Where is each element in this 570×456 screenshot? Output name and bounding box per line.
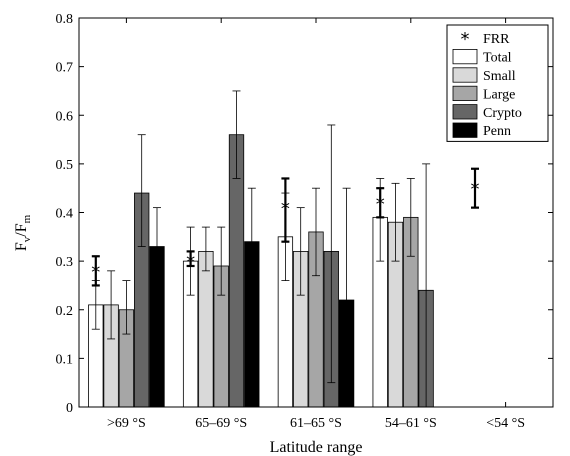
frr-marker: * xyxy=(471,179,480,200)
legend-swatch xyxy=(452,104,478,120)
x-tick-label: <54 °S xyxy=(486,416,525,431)
svg-text:Fv/Fm: Fv/Fm xyxy=(13,214,33,251)
bar xyxy=(198,250,214,408)
y-label-slash: /F xyxy=(13,223,30,236)
y-tick-label: 0 xyxy=(66,401,73,416)
x-tick-label: 65–69 °S xyxy=(195,416,247,431)
x-axis-ticks: >69 °S 65–69 °S 61–65 °S 54–61 °S <54 °S xyxy=(107,18,525,431)
legend-box xyxy=(446,24,549,142)
frr-marker: * xyxy=(91,262,100,283)
y-tick-label: 0.5 xyxy=(56,158,74,173)
y-label-sub-m: m xyxy=(21,214,33,223)
legend-swatch xyxy=(452,122,478,138)
x-tick-label: 54–61 °S xyxy=(385,416,437,431)
x-axis-label: Latitude range xyxy=(270,439,363,456)
y-tick-label: 0.4 xyxy=(56,207,74,222)
y-label-sub-v: v xyxy=(21,236,33,242)
legend-frr-marker: * xyxy=(461,29,470,50)
x-tick-label: 61–65 °S xyxy=(290,416,342,431)
plot-frame xyxy=(78,17,554,408)
y-tick-label: 0.6 xyxy=(56,109,74,124)
legend-frr-label: FRR xyxy=(483,32,510,47)
y-label-f: F xyxy=(13,242,30,251)
frr-marker: * xyxy=(376,194,385,215)
legend-swatch xyxy=(452,67,478,83)
y-tick-label: 0.7 xyxy=(56,61,74,76)
frr-marker: * xyxy=(186,252,195,273)
y-axis-ticks: 0 0.1 0.2 0.3 0.4 0.5 0.6 0.7 0.8 xyxy=(56,12,553,416)
legend-swatch xyxy=(452,85,478,101)
legend-label: Large xyxy=(483,87,515,102)
y-tick-label: 0.3 xyxy=(56,255,74,270)
x-tick-label: >69 °S xyxy=(107,416,146,431)
y-tick-label: 0.1 xyxy=(56,352,74,367)
legend-label: Crypto xyxy=(483,106,522,121)
legend-label: Small xyxy=(483,69,516,84)
y-tick-label: 0.2 xyxy=(56,304,74,319)
y-tick-label: 0.8 xyxy=(56,12,74,27)
legend-swatch xyxy=(452,49,478,65)
frr-marker: * xyxy=(281,199,290,220)
frr-markers: * * * * * xyxy=(91,167,480,287)
legend: * FRR Total Small Large Crypto Penn xyxy=(446,24,549,142)
legend-label: Total xyxy=(483,51,512,66)
legend-label: Penn xyxy=(483,124,511,139)
y-axis-label: Fv/Fm xyxy=(13,214,33,251)
